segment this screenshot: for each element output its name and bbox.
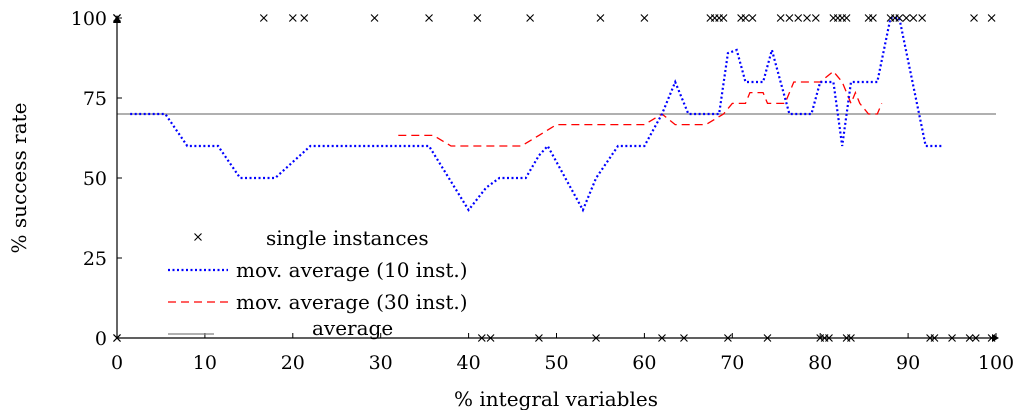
- moving-average-10-group: [130, 16, 944, 213]
- instance-marker: [763, 334, 772, 342]
- instance-marker: [803, 14, 811, 22]
- instance-marker: [719, 14, 728, 22]
- y-tick-label: 75: [83, 88, 107, 110]
- x-tick-label: 50: [544, 352, 568, 374]
- y-tick-label: 100: [71, 8, 107, 30]
- instance-marker: [965, 334, 974, 342]
- single-instance-markers: [113, 14, 996, 342]
- instance-marker: [640, 14, 649, 22]
- instance-marker: [902, 14, 911, 22]
- instance-marker: [847, 334, 855, 342]
- instance-marker: [918, 14, 927, 22]
- instance-marker: [842, 14, 851, 22]
- x-tick-label: 70: [720, 352, 744, 374]
- instance-marker: [971, 334, 980, 342]
- tick-labels-x: 0 10 20 30 40 50 60 70 80 90 100: [111, 352, 1014, 374]
- x-tick-label: 0: [111, 352, 123, 374]
- instance-marker: [785, 14, 794, 22]
- x-tick-label: 80: [808, 352, 832, 374]
- legend-label-ma30: mov. average (30 inst.): [236, 290, 468, 314]
- instance-marker: [425, 14, 433, 22]
- instance-marker: [370, 14, 379, 22]
- x-axis-label: % integral variables: [454, 387, 658, 410]
- y-tick-label: 0: [95, 328, 107, 350]
- instance-marker: [486, 334, 495, 342]
- instance-marker: [909, 14, 918, 22]
- instance-marker: [526, 14, 535, 22]
- instance-marker: [776, 14, 785, 22]
- instance-marker: [300, 14, 309, 22]
- instance-marker: [741, 14, 750, 22]
- x-tick-label: 30: [369, 352, 393, 374]
- y-axis-arrow: [113, 15, 121, 23]
- x-tick-label: 60: [632, 352, 656, 374]
- instance-marker: [987, 334, 996, 342]
- instance-marker: [592, 334, 600, 342]
- instance-marker: [259, 14, 268, 22]
- instance-marker: [869, 14, 877, 22]
- moving-average-30-line: [398, 70, 883, 147]
- legend-label-ma10: mov. average (10 inst.): [236, 258, 468, 282]
- x-tick-label: 10: [193, 352, 217, 374]
- legend-marker-x: [194, 233, 202, 241]
- legend: single instances mov. average (10 inst.)…: [168, 226, 468, 340]
- instance-marker: [113, 334, 121, 342]
- instance-marker: [658, 334, 666, 342]
- legend-label-single-instances: single instances: [266, 226, 429, 250]
- instance-marker: [724, 334, 732, 342]
- legend-marker-x-path: [194, 233, 202, 241]
- y-tick-label: 25: [83, 248, 107, 270]
- instance-marker: [987, 14, 996, 22]
- instance-marker: [930, 334, 939, 342]
- instance-marker: [948, 334, 956, 342]
- instance-marker: [535, 334, 543, 342]
- moving-average-10-line: [130, 16, 944, 213]
- x-tick-label: 90: [896, 352, 920, 374]
- instance-marker: [113, 14, 121, 22]
- instance-marker: [825, 334, 833, 342]
- axes: [113, 15, 999, 342]
- instance-marker: [895, 14, 904, 22]
- y-tick-label: 50: [83, 168, 107, 190]
- x-tick-label: 100: [978, 352, 1014, 374]
- y-axis-label: % success rate: [7, 103, 31, 254]
- instance-marker: [748, 14, 757, 22]
- instance-marker: [477, 334, 486, 342]
- instance-marker: [794, 14, 803, 22]
- instance-marker: [970, 14, 978, 22]
- instance-marker: [473, 14, 482, 22]
- tick-labels-y: 0 25 50 75 100: [71, 8, 107, 350]
- instance-marker: [680, 334, 688, 342]
- instance-marker: [811, 14, 820, 22]
- moving-average-30-group: [398, 70, 883, 147]
- instance-marker: [596, 14, 605, 22]
- x-tick-label: 40: [457, 352, 481, 374]
- x-tick-label: 20: [281, 352, 305, 374]
- instance-marker: [288, 14, 297, 22]
- legend-label-average: average: [312, 316, 393, 340]
